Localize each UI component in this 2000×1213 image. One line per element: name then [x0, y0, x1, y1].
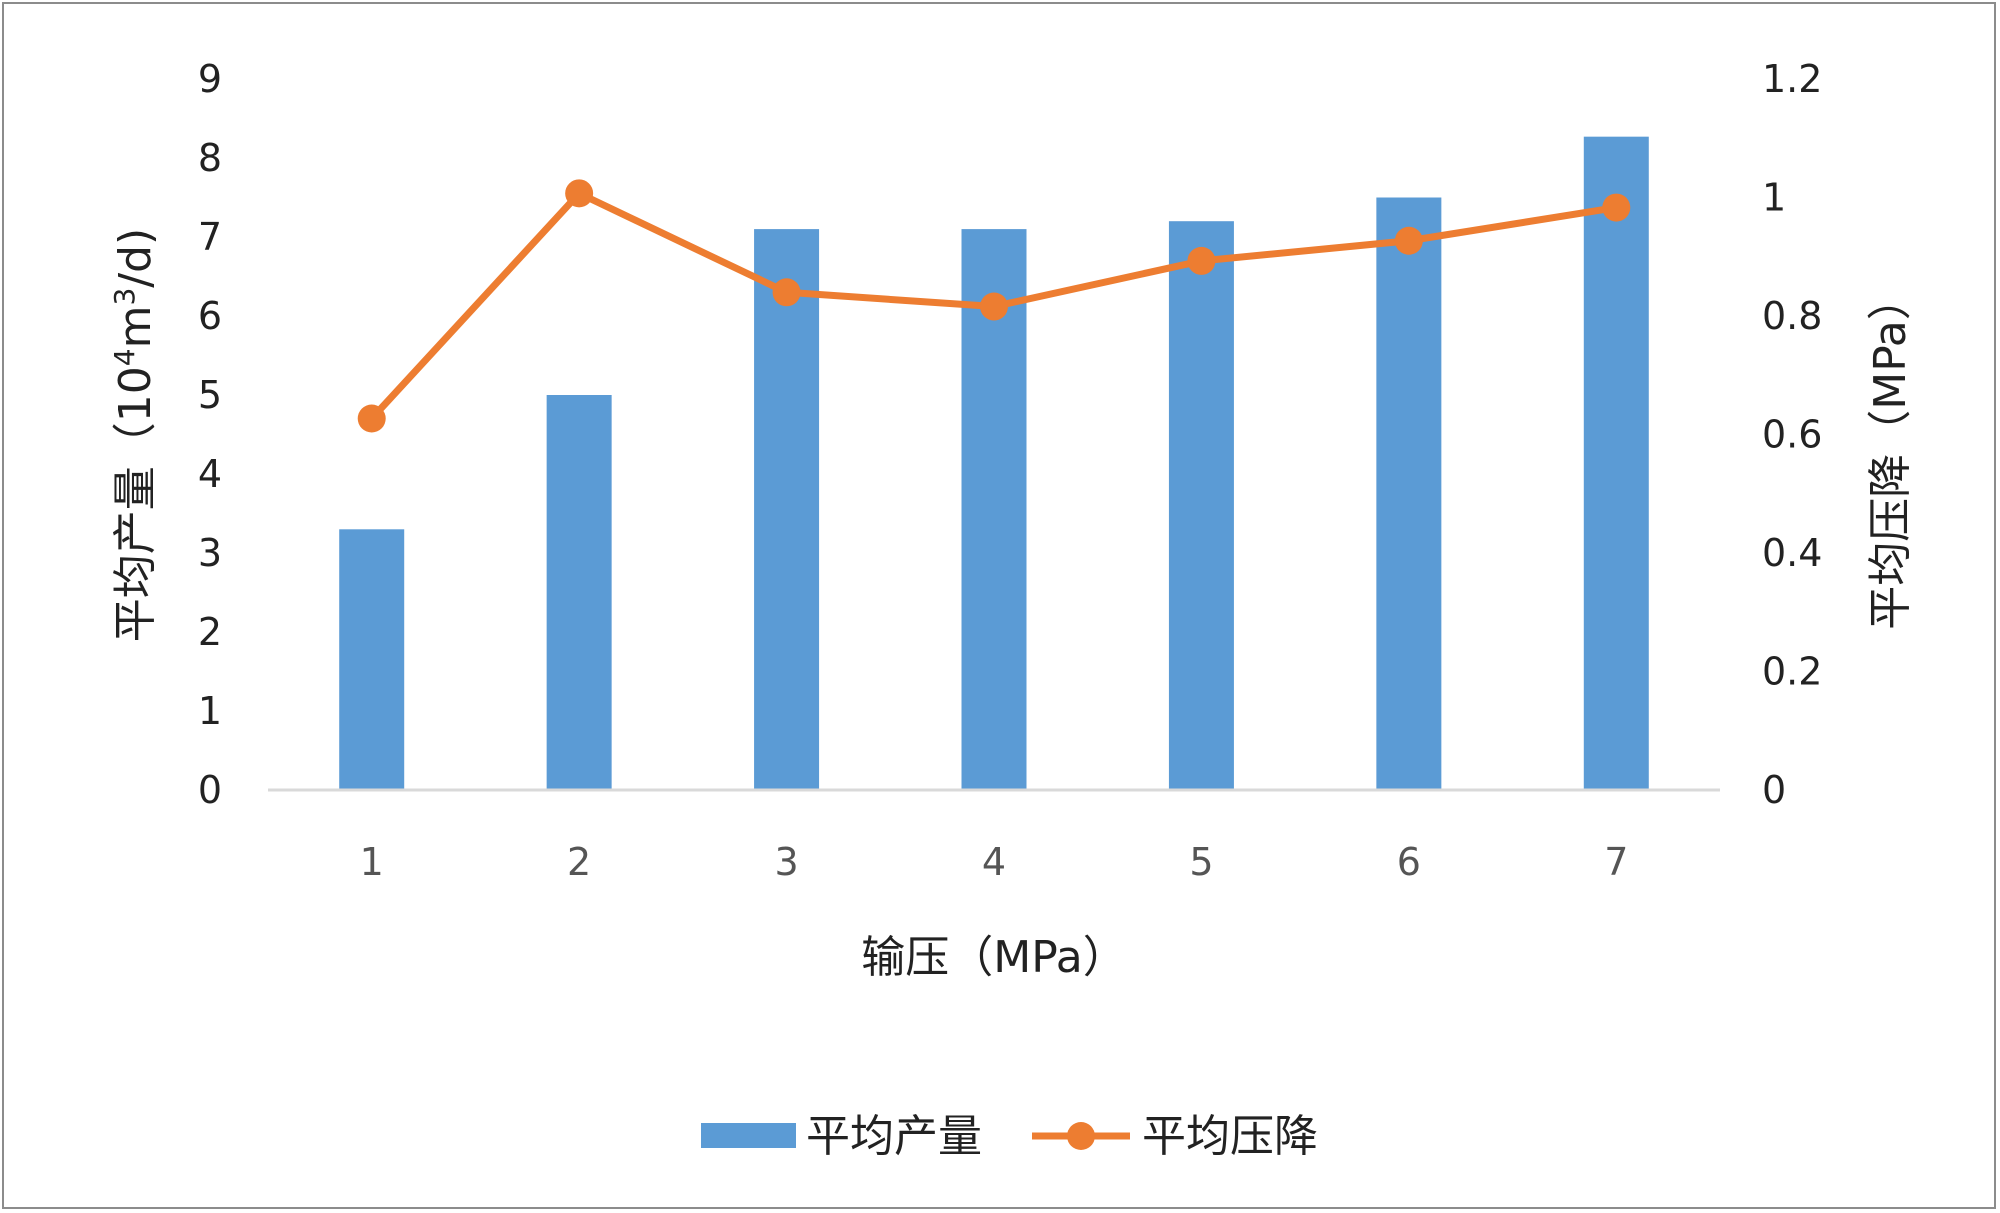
right-tick-0.4: 0.4: [1762, 531, 1822, 575]
right-y-axis-title: 平均压降（MPa）: [1865, 276, 1916, 629]
line-point-4: [980, 292, 1008, 321]
line-point-5: [1187, 246, 1216, 275]
legend-line-marker: [1067, 1122, 1095, 1150]
bar-7: [1583, 136, 1649, 791]
right-tick-0: 0: [1762, 768, 1786, 812]
bar-1: [339, 529, 405, 790]
line-point-7: [1602, 193, 1631, 222]
x-axis-title: 输压（MPa）: [861, 932, 1126, 983]
x-tick-4: 4: [982, 840, 1006, 884]
x-tick-2: 2: [567, 840, 591, 884]
left-y-axis-title: 平均产量（104m3/d): [108, 228, 161, 642]
left-tick-0: 0: [198, 768, 222, 812]
bar-series: [339, 136, 1649, 791]
x-tick-5: 5: [1189, 840, 1213, 884]
x-tick-7: 7: [1604, 840, 1628, 884]
left-tick-7: 7: [198, 215, 222, 259]
right-tick-1: 1: [1762, 176, 1786, 220]
left-tick-6: 6: [198, 294, 222, 338]
left-tick-4: 4: [198, 452, 222, 496]
bar-2: [546, 395, 612, 790]
line-point-6: [1394, 226, 1423, 255]
left-tick-5: 5: [198, 373, 222, 417]
bar-4: [961, 229, 1027, 791]
legend-bar-label: 平均产量: [806, 1111, 982, 1162]
left-tick-3: 3: [198, 531, 222, 575]
legend: 平均产量 平均压降: [701, 1111, 1318, 1162]
x-tick-6: 6: [1397, 840, 1421, 884]
left-y-axis-ticks: 0 1 2 3 4 5 6 7 8 9: [198, 57, 222, 812]
left-tick-1: 1: [198, 689, 222, 733]
right-tick-1.2: 1.2: [1762, 57, 1822, 101]
left-tick-2: 2: [198, 610, 222, 654]
right-tick-0.8: 0.8: [1762, 294, 1822, 338]
x-tick-3: 3: [774, 840, 798, 884]
line-point-2: [565, 179, 594, 208]
line-point-1: [357, 404, 386, 433]
line-point-3: [772, 278, 801, 307]
left-tick-8: 8: [198, 136, 222, 180]
bar-6: [1376, 197, 1442, 790]
right-tick-0.6: 0.6: [1762, 413, 1822, 457]
right-y-axis-ticks: 0 0.2 0.4 0.6 0.8 1 1.2: [1762, 57, 1822, 812]
legend-bar-swatch: [701, 1123, 796, 1148]
legend-line-label: 平均压降: [1142, 1111, 1318, 1162]
x-axis-ticks: 1 2 3 4 5 6 7: [360, 840, 1629, 884]
bar-3: [754, 229, 820, 791]
x-tick-1: 1: [360, 840, 384, 884]
left-tick-9: 9: [198, 57, 222, 101]
right-tick-0.2: 0.2: [1762, 650, 1822, 694]
line-series: [357, 179, 1631, 433]
bar-5: [1168, 221, 1234, 790]
